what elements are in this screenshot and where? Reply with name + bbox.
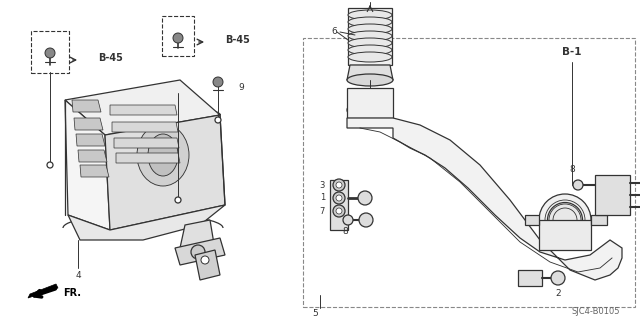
Ellipse shape [348,45,392,55]
Polygon shape [330,180,348,230]
Text: B-45: B-45 [225,35,250,45]
Polygon shape [595,175,630,215]
Circle shape [201,256,209,264]
Circle shape [343,215,353,225]
Ellipse shape [348,24,392,34]
Polygon shape [539,220,591,250]
Circle shape [358,191,372,205]
FancyBboxPatch shape [31,31,69,73]
Circle shape [191,245,205,259]
Text: 2: 2 [555,288,561,298]
Polygon shape [76,134,105,146]
Polygon shape [65,80,220,135]
FancyBboxPatch shape [162,16,194,56]
Text: SJC4-B0105: SJC4-B0105 [572,308,620,316]
Polygon shape [114,138,179,148]
Circle shape [47,162,53,168]
Polygon shape [80,165,109,177]
Ellipse shape [348,38,392,48]
Polygon shape [74,118,103,130]
Ellipse shape [347,74,393,86]
Ellipse shape [148,134,178,176]
Text: B-45: B-45 [98,53,123,63]
Text: 6: 6 [332,27,337,36]
Polygon shape [28,284,58,298]
Circle shape [45,48,55,58]
Circle shape [551,271,565,285]
Circle shape [336,208,342,214]
Polygon shape [65,100,110,230]
Polygon shape [78,150,107,162]
Ellipse shape [347,100,393,120]
Polygon shape [116,153,180,163]
Text: 7: 7 [319,206,325,216]
Circle shape [213,77,223,87]
Text: 5: 5 [312,308,318,317]
Text: FR.: FR. [63,288,81,298]
Text: 8: 8 [342,227,348,236]
Polygon shape [68,205,225,240]
Circle shape [336,195,342,201]
Polygon shape [105,115,225,230]
Circle shape [359,213,373,227]
Ellipse shape [348,17,392,27]
Text: 4: 4 [75,271,81,279]
Circle shape [333,179,345,191]
Ellipse shape [348,10,392,20]
Ellipse shape [539,194,591,246]
Polygon shape [347,65,393,80]
Circle shape [173,33,183,43]
Polygon shape [347,118,622,280]
Ellipse shape [348,31,392,41]
Ellipse shape [137,124,189,186]
Text: B-1: B-1 [563,47,582,57]
Polygon shape [525,215,539,225]
Text: 8: 8 [569,166,575,174]
Polygon shape [591,215,607,225]
Text: 1: 1 [320,194,325,203]
Ellipse shape [348,52,392,62]
Text: 3: 3 [319,181,325,189]
Ellipse shape [547,203,582,238]
Circle shape [573,180,583,190]
Polygon shape [195,250,220,280]
Polygon shape [110,105,177,115]
Circle shape [333,192,345,204]
Polygon shape [518,270,542,286]
Polygon shape [72,100,101,112]
Polygon shape [112,122,178,132]
Polygon shape [180,220,215,255]
Circle shape [175,197,181,203]
Circle shape [333,205,345,217]
Text: 9: 9 [238,84,244,93]
Polygon shape [175,238,225,265]
Circle shape [215,117,221,123]
Polygon shape [347,88,393,118]
Circle shape [336,182,342,188]
FancyBboxPatch shape [303,38,635,307]
Polygon shape [348,8,392,65]
